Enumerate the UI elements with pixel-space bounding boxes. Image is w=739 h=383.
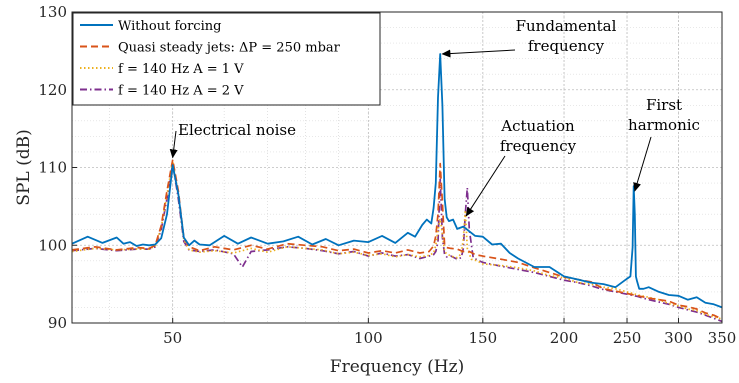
legend-label-2: f = 140 Hz A = 1 V [118, 62, 244, 77]
annotation-line: Actuation [500, 117, 575, 135]
annotation-line: harmonic [628, 116, 700, 134]
annotation-text-2: Actuation frequency [500, 117, 577, 155]
series-line-2 [71, 160, 723, 320]
annotation-line: First [646, 96, 682, 114]
y-tick-label: 100 [38, 236, 67, 254]
x-tick-label: 100 [354, 329, 383, 347]
annotation-arrow-1 [441, 49, 516, 58]
axis-ticks: 50 100 150 200 250 300 350 90 100 110 120 130 [38, 3, 736, 347]
x-tick-label: 300 [664, 329, 693, 347]
annotation-line: frequency [528, 37, 605, 55]
x-tick-label: 150 [468, 329, 497, 347]
x-tick-label: 250 [613, 329, 642, 347]
annotation-arrow-2 [465, 155, 506, 217]
annotation-line: frequency [500, 137, 577, 155]
legend-label-0: Without forcing [118, 19, 221, 34]
y-axis-label: SPL (dB) [14, 129, 34, 205]
annotation-arrow-0 [169, 130, 178, 159]
annotation-line: Fundamental [516, 17, 617, 35]
series-lines [71, 53, 723, 323]
annotation-text-1: Fundamental frequency [516, 17, 617, 55]
series-line-1 [71, 158, 723, 320]
annotation-text-3: First harmonic [628, 96, 700, 134]
annotation-text-0: Electrical noise [178, 121, 296, 139]
y-tick-label: 90 [48, 314, 67, 332]
y-tick-label: 120 [38, 81, 67, 99]
x-tick-label: 50 [163, 329, 182, 347]
legend: Without forcing Quasi steady jets: ΔP = 2… [72, 12, 381, 106]
legend-label-1: Quasi steady jets: ΔP = 250 mbar [118, 41, 341, 56]
annotation-arrow-3 [633, 136, 652, 192]
legend-label-3: f = 140 Hz A = 2 V [118, 84, 244, 99]
annotation-line: Electrical noise [178, 121, 296, 139]
series-line-0 [71, 53, 723, 309]
x-axis-label: Frequency (Hz) [330, 357, 464, 377]
x-tick-label: 200 [550, 329, 579, 347]
y-tick-label: 130 [38, 3, 67, 21]
x-tick-label: 350 [708, 329, 737, 347]
y-tick-label: 110 [38, 159, 67, 177]
legend-box [72, 12, 381, 106]
